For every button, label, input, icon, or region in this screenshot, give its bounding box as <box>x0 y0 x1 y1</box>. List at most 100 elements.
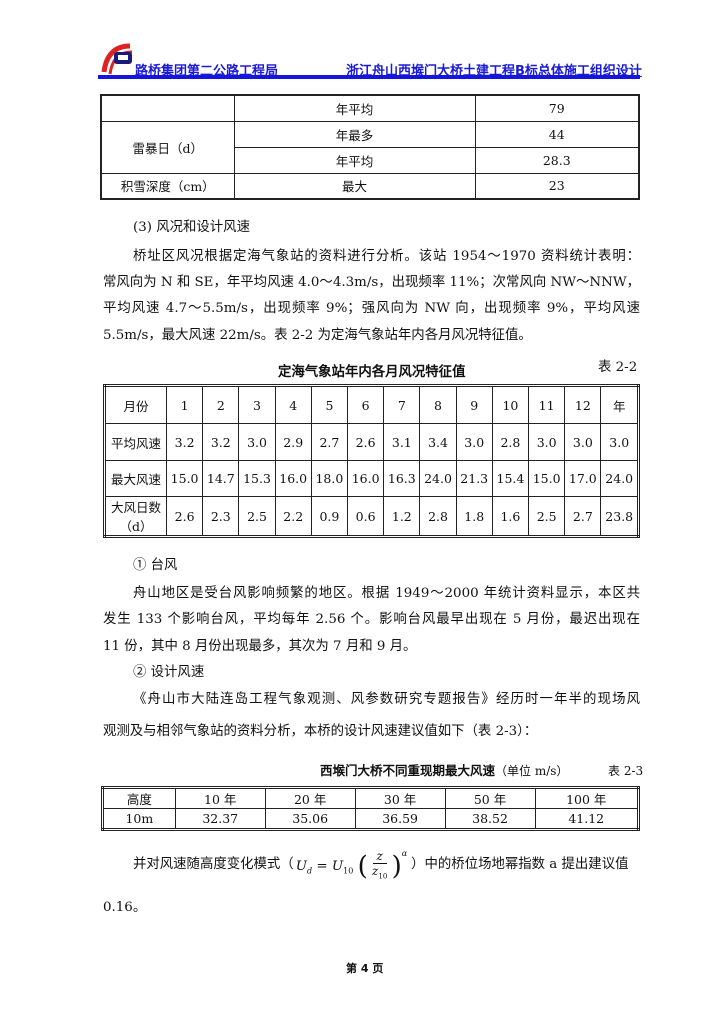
table-cell: 7 <box>383 385 421 424</box>
formula-text-after: ）中的桥位场地幂指数 a 提出建议值 <box>411 856 629 872</box>
table-cell: 36.59 <box>354 808 446 830</box>
table-cell: 15.4 <box>491 460 530 497</box>
subheading-typhoon: ① 台风 <box>133 558 178 573</box>
table-cell: 2.5 <box>528 496 566 537</box>
table-row: 最大风速 15.0 14.7 15.3 16.0 18.0 16.0 16.3 24.0 21.3… <box>104 460 639 497</box>
table-cell: 2.7 <box>564 496 602 537</box>
page-number: 第 4 页 <box>346 962 384 975</box>
table-cell: 2.6 <box>347 423 385 461</box>
table-cell: 1.8 <box>455 496 493 537</box>
table-cell: 8 <box>419 385 457 424</box>
design-wind-table: 高度 10 年 20 年 30 年 50 年 100 年 10m 32.37 35.06 36.5… <box>101 786 640 831</box>
formula-exponent: α <box>401 849 408 858</box>
table-cell: 3.2 <box>165 423 204 461</box>
table-cell: 10 <box>491 385 530 424</box>
table-cell: 38.52 <box>444 808 536 830</box>
table-cell: 1.6 <box>491 496 530 537</box>
table-row: 大风日数（d） 2.6 2.3 2.5 2.2 0.9 0.6 1.2 2.8 1.8 1.6 2.5… <box>104 496 639 537</box>
paragraph-line: 《舟山市大陆连岛工程气象观测、风参数研究专题报告》经历时一年半的现场风 <box>133 692 640 707</box>
table-cell: 30 年 <box>354 787 446 809</box>
table-cell: 年平均 <box>233 94 476 122</box>
table-cell: 79 <box>474 94 640 122</box>
paragraph-line: 11 份，其中 8 月份出现最多，其次为 7 月和 9 月。 <box>103 639 417 654</box>
table-cell: 高度 <box>102 787 176 809</box>
header-rule <box>98 75 640 79</box>
table-cell: 3.0 <box>455 423 493 461</box>
table-cell: 2.6 <box>165 496 204 537</box>
formula-denominator: z <box>372 864 379 879</box>
table-cell: 最大 <box>233 172 476 200</box>
table-cell: 21.3 <box>455 460 493 497</box>
table-cell: 35.06 <box>264 808 356 830</box>
table-cell <box>100 94 235 122</box>
table-cell: 0.9 <box>310 496 349 537</box>
formula-subscript: d <box>306 866 313 876</box>
table-cell: 大风日数（d） <box>104 496 167 537</box>
formula-symbol: U <box>295 859 307 874</box>
formula-text-before: 并对风速随高度变化模式（ <box>133 856 294 872</box>
table-cell: 44 <box>474 120 640 148</box>
table-label: 表 2-3 <box>608 764 644 778</box>
table-title-2-3: 西堠门大桥不同重现期最大风速（单位 m/s） <box>320 760 568 779</box>
subheading-design-wind: ② 设计风速 <box>133 665 205 680</box>
paragraph-line: 发生 133 个影响台风，平均每年 2.56 个。影响台风最早出现在 5 月份，… <box>103 612 640 627</box>
table-label: 表 2-2 <box>598 360 638 375</box>
table-title: 定海气象站年内各月风况特征值 <box>278 365 466 380</box>
table-header-row: 月份 1 2 3 4 5 6 7 8 9 10 11 12 年 <box>104 385 639 424</box>
table-unit: （单位 m/s） <box>495 764 569 778</box>
formula-subscript: 10 <box>378 872 388 881</box>
table-row: 积雪深度（cm） 最大 23 <box>100 172 640 200</box>
table-cell: 9 <box>455 385 493 424</box>
table-cell: 3.0 <box>564 423 602 461</box>
table-row: 年平均 79 <box>100 94 640 122</box>
table-cell: 3.0 <box>600 423 639 461</box>
section-heading: (3) 风况和设计风速 <box>133 220 250 235</box>
table-cell: 0.6 <box>347 496 385 537</box>
table-row: 平均风速 3.2 3.2 3.0 2.9 2.7 2.6 3.1 3.4 3.0 2.8 3.0 3.0… <box>104 423 639 461</box>
table-cell: 2 <box>202 385 240 424</box>
table-cell: 41.12 <box>534 808 639 830</box>
company-logo-icon <box>101 43 133 75</box>
table-cell: 17.0 <box>564 460 602 497</box>
table-cell: 16.3 <box>383 460 421 497</box>
table-cell: 3.2 <box>202 423 240 461</box>
formula-subscript: 10 <box>343 866 354 876</box>
table-title-text: 西堠门大桥不同重现期最大风速 <box>320 763 496 778</box>
table-cell: 6 <box>347 385 385 424</box>
table-row: 年平均 28.3 <box>101 146 640 174</box>
table-row: 10m 32.37 35.06 36.59 38.52 41.12 <box>102 808 639 830</box>
table-cell: 28.3 <box>474 146 640 174</box>
table-cell: 16.0 <box>347 460 385 497</box>
table-cell: 14.7 <box>202 460 240 497</box>
table-cell: 2.8 <box>419 496 457 537</box>
formula-fraction: z z10 <box>372 849 387 883</box>
table-cell: 平均风速 <box>104 423 167 461</box>
table-cell: 15.0 <box>528 460 566 497</box>
table-cell: 年最多 <box>233 120 476 148</box>
climate-table: 年平均 79 雷暴日（d） 年最多 44 年平均 28.3 积雪深度（cm） 最大 23 <box>100 94 640 200</box>
table-cell: 1.2 <box>383 496 421 537</box>
table-cell: 24.0 <box>419 460 457 497</box>
table-cell: 2.3 <box>202 496 240 537</box>
table-cell: 3.1 <box>383 423 421 461</box>
table-cell: 16.0 <box>274 460 312 497</box>
paragraph-line: 5.5m/s，最大风速 22m/s。表 2-2 为定海气象站年内各月风况特征值。 <box>103 328 532 343</box>
paragraph-line: 常风向为 N 和 SE，年平均风速 4.0～4.3m/s，出现频率 11%；次常… <box>103 275 640 290</box>
paragraph-line: 0.16。 <box>103 900 147 915</box>
table-cell: 1 <box>165 385 204 424</box>
formula-numerator: z <box>372 849 387 865</box>
table-cell: 月份 <box>104 385 167 424</box>
table-cell: 15.0 <box>165 460 204 497</box>
table-cell: 年平均 <box>233 146 476 174</box>
table-cell: 3.4 <box>419 423 457 461</box>
monthly-wind-table: 月份 1 2 3 4 5 6 7 8 9 10 11 12 年平均风速 3.2 3.2 3.0 2.9 2.7 2.6… <box>103 384 640 538</box>
paragraph-line: 桥址区风况根据定海气象站的资料进行分析。该站 1954～1970 资料统计表明： <box>133 249 640 264</box>
table-row: 高度 10 年 20 年 30 年 50 年 100 年 <box>102 787 639 809</box>
table-cell: 10 年 <box>174 787 266 809</box>
table-cell: 11 <box>528 385 566 424</box>
formula-equals: = <box>316 859 328 874</box>
formula-expression: Ud = U10 ( z z10 )α <box>296 846 407 884</box>
table-cell: 积雪深度（cm） <box>100 172 235 200</box>
paragraph-line: 平均风速 4.7～5.5m/s，出现频率 9%；强风向为 NW 向，出现频率 9… <box>103 301 640 316</box>
